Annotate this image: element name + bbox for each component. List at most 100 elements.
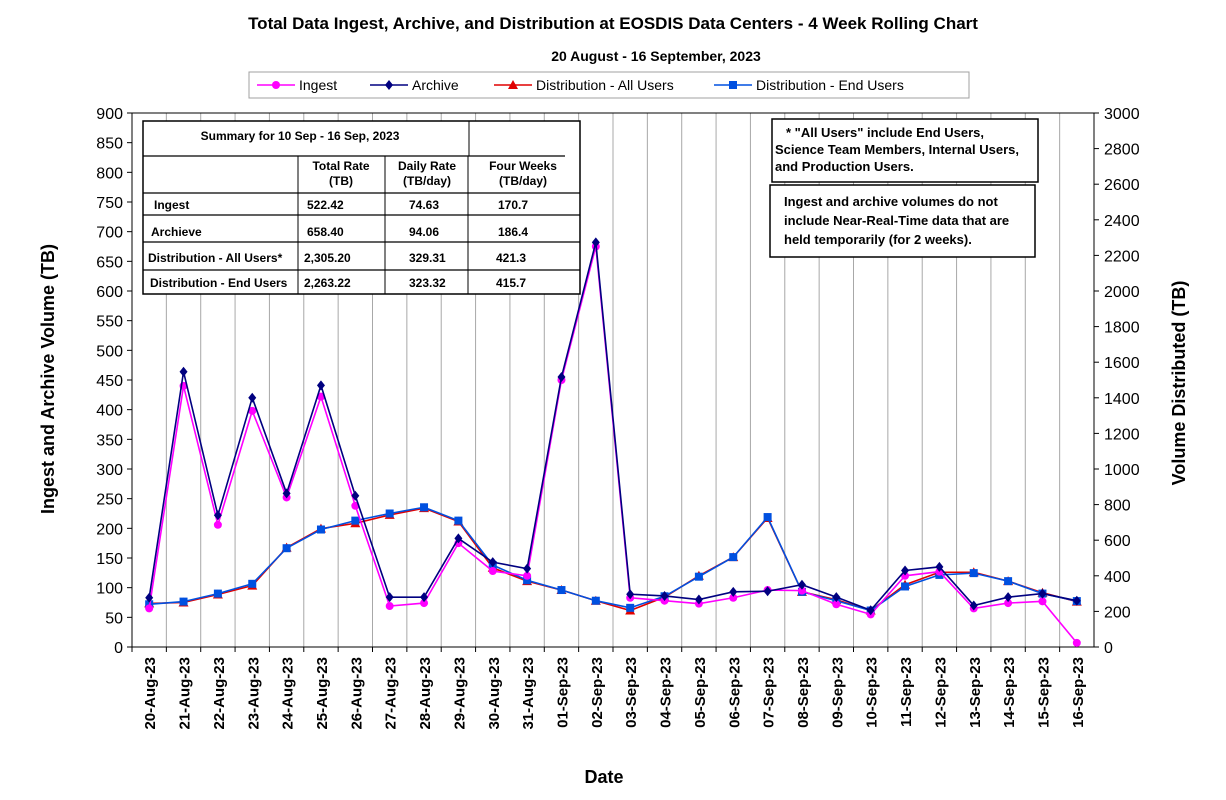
x-tick-label: 01-Sep-23 <box>554 657 571 728</box>
legend-box <box>248 71 970 99</box>
data-point-archive <box>316 380 325 391</box>
data-point-archive <box>557 372 566 383</box>
summary-table: Summary for 10 Sep - 16 Sep, 2023 Total R… <box>142 120 581 295</box>
data-point-distribution-end-users <box>385 509 394 518</box>
x-tick-label: 07-Sep-23 <box>761 657 778 728</box>
y-right-tick-label: 2800 <box>1104 142 1140 159</box>
data-point-archive <box>935 561 944 572</box>
summary-table-title: Summary for 10 Sep - 16 Sep, 2023 <box>201 129 400 143</box>
x-tick-label: 16-Sep-23 <box>1070 657 1087 728</box>
data-point-distribution-end-users <box>213 589 222 598</box>
data-point-distribution-end-users <box>557 586 566 595</box>
data-point-archive <box>282 488 291 499</box>
data-point-ingest <box>1072 638 1081 647</box>
y-left-tick-label: 750 <box>96 195 123 212</box>
y-right-tick-label: 2600 <box>1104 177 1140 194</box>
x-tick-label: 15-Sep-23 <box>1035 657 1052 728</box>
data-point-distribution-end-users <box>763 513 772 522</box>
x-tick-label: 22-Aug-23 <box>211 657 228 730</box>
data-point-ingest <box>488 567 497 576</box>
x-tick-label: 11-Sep-23 <box>898 657 915 727</box>
y-left-tick-label: 700 <box>96 225 123 242</box>
y-right-tick-label: 400 <box>1104 569 1131 586</box>
y-left-tick-label: 50 <box>105 610 123 627</box>
data-point-ingest <box>145 604 154 613</box>
y-left-tick-label: 250 <box>96 492 123 509</box>
note-near-real-time-line: Ingest and archive volumes do not <box>784 194 998 209</box>
y-left-tick-label: 350 <box>96 432 123 449</box>
data-point-distribution-end-users <box>316 525 325 534</box>
axes-layer: 0 50 100 150 200 250 300 350 400 450 500 550 600 650 7… <box>96 106 1139 730</box>
summary-table-cell: 94.06 <box>409 225 439 239</box>
y-right-tick-label: 1200 <box>1104 426 1140 443</box>
data-point-ingest <box>213 520 222 529</box>
x-tick-label: 26-Aug-23 <box>348 657 365 730</box>
legend: Ingest Archive Distribution - All Users Dis… <box>248 71 970 99</box>
summary-table-header: (TB/day) <box>499 174 547 188</box>
y-right-tick-label: 1800 <box>1104 320 1140 337</box>
x-tick-label: 28-Aug-23 <box>417 657 434 730</box>
data-point-archive <box>385 592 394 603</box>
legend-marker <box>729 81 737 89</box>
x-tick-label: 23-Aug-23 <box>245 657 262 730</box>
note-all-users-line: Science Team Members, Internal Users, <box>775 142 1019 157</box>
y-left-tick-label: 150 <box>96 551 123 568</box>
summary-table-cell: 522.42 <box>307 198 344 212</box>
data-point-archive <box>969 600 978 611</box>
data-point-distribution-end-users <box>282 544 291 553</box>
summary-table-header: (TB) <box>329 174 353 188</box>
summary-table-cell: 323.32 <box>409 276 446 290</box>
legend-label: Ingest <box>299 77 337 93</box>
summary-table-cell: 170.7 <box>498 198 528 212</box>
y-left-tick-label: 450 <box>96 373 123 390</box>
series-line-distribution-end-users <box>149 506 1077 612</box>
data-point-ingest <box>420 599 429 608</box>
data-point-distribution-end-users <box>1004 577 1013 586</box>
data-point-distribution-end-users <box>523 576 532 585</box>
x-tick-label: 14-Sep-23 <box>1001 657 1018 728</box>
x-tick-label: 13-Sep-23 <box>967 657 984 728</box>
note-near-real-time-line: held temporarily (for 2 weeks). <box>784 232 972 247</box>
summary-table-box <box>142 120 581 295</box>
data-point-distribution-end-users <box>694 572 703 581</box>
summary-table-cell: 186.4 <box>498 225 528 239</box>
summary-table-header: Total Rate <box>312 159 369 173</box>
data-point-distribution-end-users <box>626 603 635 612</box>
y-right-tick-label: 2400 <box>1104 213 1140 230</box>
series-layer <box>144 237 1082 647</box>
y-left-tick-label: 500 <box>96 343 123 360</box>
summary-table-row-label: Ingest <box>154 198 189 212</box>
x-tick-label: 27-Aug-23 <box>383 657 400 730</box>
x-tick-label: 04-Sep-23 <box>658 657 675 728</box>
summary-table-row-label: Archieve <box>151 225 202 239</box>
x-tick-label: 02-Sep-23 <box>589 657 606 728</box>
x-tick-label: 25-Aug-23 <box>314 657 331 730</box>
y-right-tick-label: 0 <box>1104 640 1113 657</box>
data-point-distribution-end-users <box>901 582 910 591</box>
x-tick-label: 12-Sep-23 <box>932 657 949 728</box>
data-point-archive <box>1004 592 1013 603</box>
y-right-tick-label: 2200 <box>1104 248 1140 265</box>
summary-table-cell: 329.31 <box>409 251 446 265</box>
data-point-ingest <box>832 600 841 609</box>
y-right-tick-label: 3000 <box>1104 106 1140 123</box>
data-point-archive <box>213 510 222 521</box>
x-tick-label: 03-Sep-23 <box>623 657 640 728</box>
y-left-tick-label: 850 <box>96 136 123 153</box>
x-tick-label: 21-Aug-23 <box>177 657 194 730</box>
summary-table-cell: 658.40 <box>307 225 344 239</box>
data-point-archive <box>1072 595 1081 606</box>
data-point-ingest <box>1038 597 1047 606</box>
y-right-tick-label: 800 <box>1104 498 1131 515</box>
data-point-archive <box>248 392 257 403</box>
y-left-tick-label: 600 <box>96 284 123 301</box>
data-point-archive <box>866 605 875 616</box>
data-point-archive <box>523 563 532 574</box>
y-left-tick-label: 100 <box>96 581 123 598</box>
data-point-archive <box>591 237 600 248</box>
x-tick-label: 20-Aug-23 <box>142 657 159 730</box>
y-left-tick-label: 200 <box>96 521 123 538</box>
summary-table-header: Four Weeks <box>489 159 557 173</box>
